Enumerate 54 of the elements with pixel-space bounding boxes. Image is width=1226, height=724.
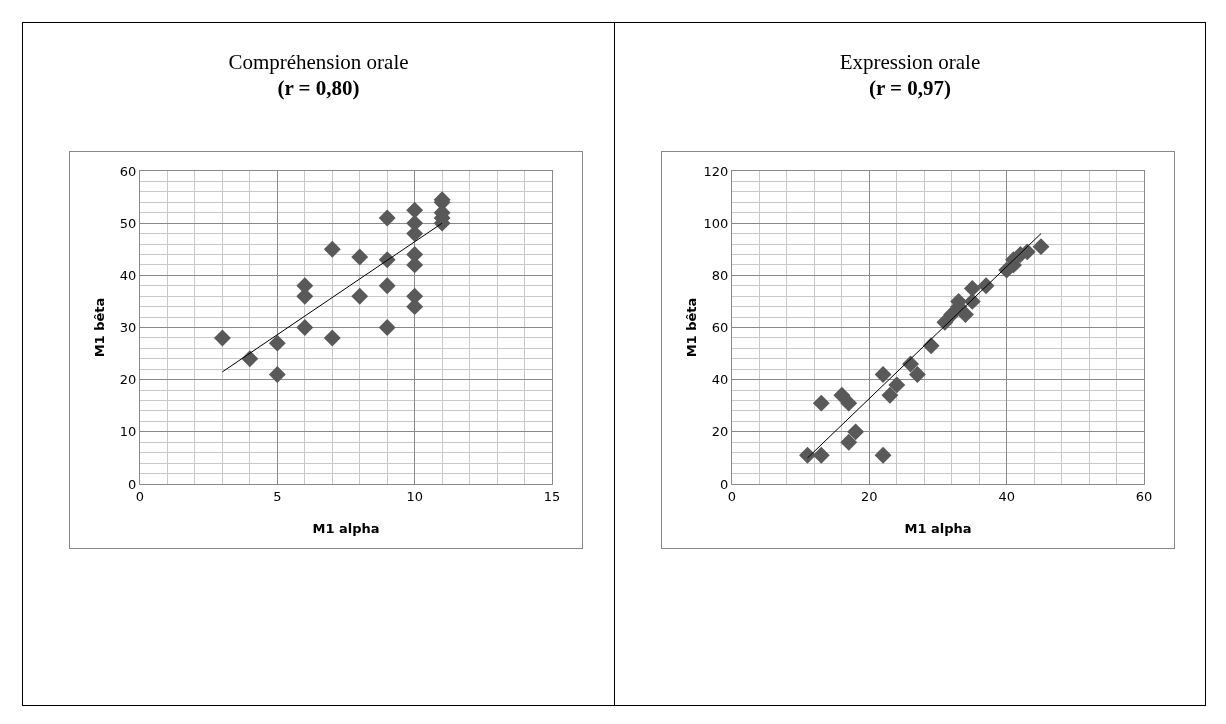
- x-tick-label: 5: [273, 488, 282, 504]
- y-tick-label: 10: [119, 424, 137, 440]
- point: [812, 446, 830, 464]
- y-tick-label: 50: [119, 215, 137, 231]
- chart-title: Expression orale: [838, 49, 982, 75]
- point: [378, 277, 396, 295]
- x-axis-title: M1 alpha: [904, 521, 972, 536]
- point: [847, 423, 865, 441]
- y-tick-label: 80: [711, 267, 729, 283]
- point: [874, 366, 892, 383]
- x-tick-label: 60: [1135, 488, 1153, 504]
- point: [957, 306, 974, 323]
- x-tick-label: 20: [861, 488, 878, 504]
- x-tick-label: 40: [998, 488, 1015, 504]
- point: [323, 329, 341, 347]
- point: [268, 366, 286, 383]
- y-tick-label: 30: [119, 320, 137, 336]
- x-axis-title: M1 alpha: [312, 521, 380, 536]
- point: [922, 337, 940, 355]
- y-tick-label: 60: [711, 320, 729, 336]
- point: [840, 394, 858, 412]
- point: [1032, 238, 1050, 256]
- y-tick-label: 60: [119, 163, 137, 179]
- chart-title: Compréhension orale: [227, 49, 410, 75]
- point: [351, 287, 369, 305]
- y-tick-label: 40: [119, 267, 137, 283]
- x-tick-label: 15: [543, 488, 561, 504]
- x-tick-label: 10: [406, 488, 423, 504]
- point: [963, 279, 981, 297]
- y-tick-label: 20: [119, 372, 137, 388]
- point: [378, 209, 396, 227]
- point: [874, 446, 892, 464]
- point: [812, 394, 830, 412]
- point: [323, 240, 341, 258]
- chart-subtitle: (r = 0,97): [867, 75, 953, 101]
- point: [888, 376, 906, 394]
- point: [351, 248, 369, 266]
- y-axis-title: M1 bêta: [684, 297, 699, 358]
- point: [213, 329, 231, 347]
- point: [881, 386, 899, 404]
- chart-subtitle: (r = 0,80): [276, 75, 361, 101]
- point: [296, 319, 314, 336]
- y-tick-label: 120: [703, 163, 729, 179]
- y-tick-label: 40: [711, 372, 729, 388]
- point: [378, 319, 396, 336]
- point: [406, 201, 424, 219]
- point: [268, 334, 286, 352]
- y-tick-label: 0: [720, 476, 729, 492]
- point: [840, 433, 858, 451]
- y-tick-label: 0: [128, 476, 137, 492]
- y-tick-label: 100: [703, 215, 729, 231]
- y-axis-title: M1 bêta: [92, 297, 107, 358]
- point: [908, 366, 926, 383]
- y-tick-label: 20: [711, 424, 729, 440]
